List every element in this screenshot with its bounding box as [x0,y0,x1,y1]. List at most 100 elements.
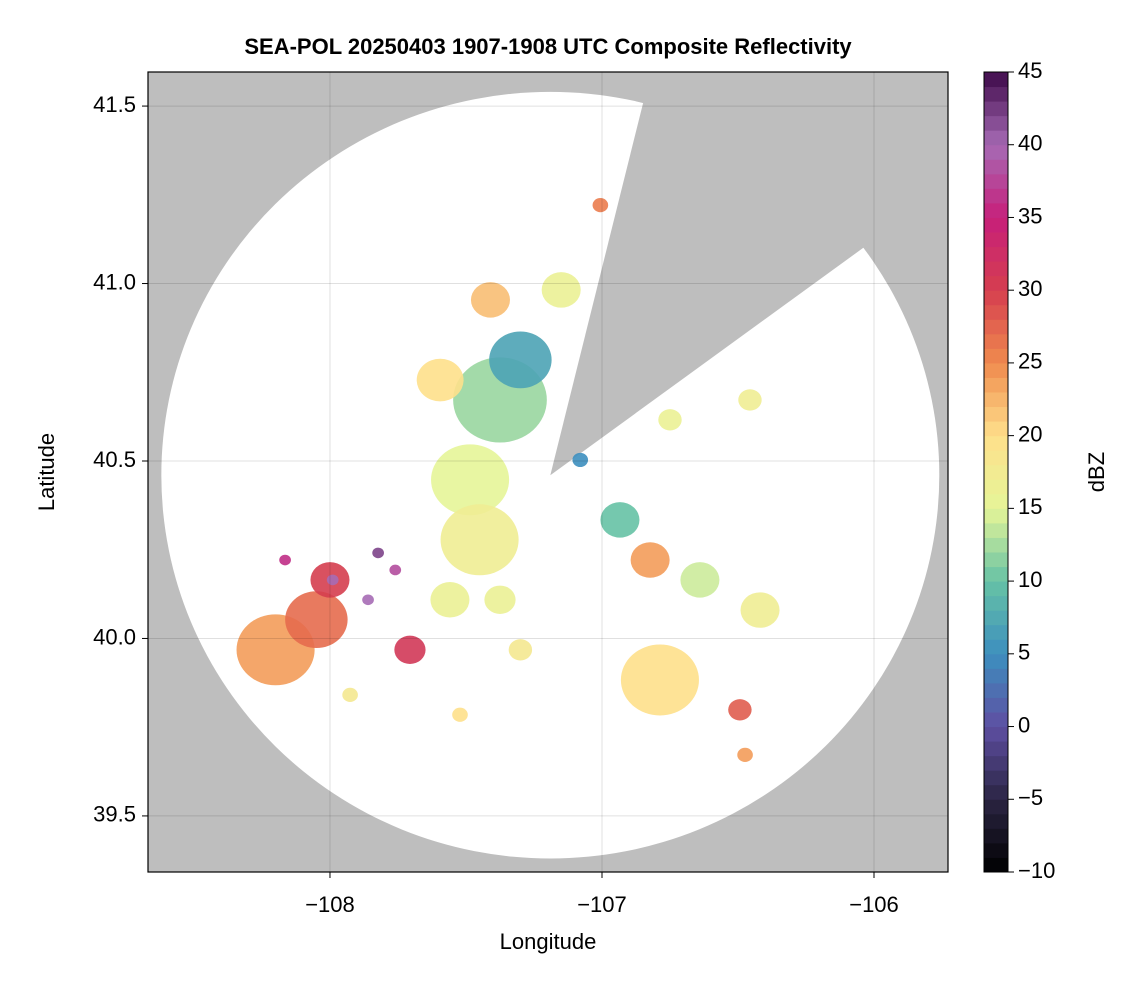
colorbar-swatch [984,130,1008,146]
colorbar-swatch [984,304,1008,320]
colorbar-swatch [984,799,1008,815]
echo [440,504,519,576]
colorbar-swatch [984,275,1008,291]
colorbar-swatch [984,290,1008,306]
colorbar-swatch [984,522,1008,538]
colorbar-swatch [984,173,1008,189]
echo [470,282,510,318]
echo [279,554,291,566]
map-area [148,72,948,872]
echo [452,707,468,722]
colorbar-swatch [984,668,1008,684]
colorbar-swatch [984,581,1008,597]
colorbar-swatch [984,842,1008,858]
colorbar-tick-label: 5 [1018,640,1030,665]
colorbar-swatch [984,624,1008,640]
x-tick-label: −106 [849,892,899,917]
echo [738,389,762,411]
x-tick-label: −107 [577,892,627,917]
colorbar-swatch [984,610,1008,626]
echo [394,635,426,665]
echo [541,272,581,308]
x-tick-label: −108 [305,892,355,917]
echo [630,542,670,578]
colorbar-swatch [984,712,1008,728]
colorbar-frame [983,71,1009,873]
x-axis-label: Longitude [500,929,597,954]
echo [728,699,752,721]
y-tick-label: 40.5 [93,447,136,472]
colorbar-swatch [984,246,1008,262]
echo [484,585,516,614]
colorbar-tick-label: 15 [1018,494,1042,519]
echo [658,409,682,431]
colorbar-swatch [984,726,1008,742]
echo [372,547,384,559]
echo [285,591,348,649]
axes: −108 −107 −106 39.5 40.0 40.5 41.0 41.5 −10 −5 0 5 1… [93,58,1055,917]
echo [416,358,464,402]
colorbar-tick-label: 40 [1018,131,1042,156]
colorbar-swatch [984,392,1008,408]
colorbar-swatch [984,217,1008,233]
colorbar-swatch [984,770,1008,786]
echo [342,687,358,702]
colorbar-swatch [984,828,1008,844]
colorbar-swatch [984,159,1008,175]
colorbar-swatch [984,464,1008,480]
echo [592,197,609,213]
echo [431,444,510,516]
colorbar-swatch [984,566,1008,582]
echo [680,562,720,598]
colorbar-swatch [984,319,1008,335]
echo [508,639,533,661]
echo [489,331,552,389]
colorbar-label: dBZ [1084,452,1109,492]
colorbar-swatch [984,813,1008,829]
colorbar-swatch [984,348,1008,364]
y-tick-label: 40.0 [93,624,136,649]
colorbar-swatch [984,72,1008,88]
colorbar-tick-label: 0 [1018,712,1030,737]
colorbar-swatch [984,435,1008,451]
colorbar-swatch [984,101,1008,117]
echo [326,574,339,586]
colorbar-swatch [984,202,1008,218]
colorbar-swatch [984,653,1008,669]
colorbar-swatch [984,188,1008,204]
colorbar-swatch [984,232,1008,248]
echo [572,452,589,468]
colorbar-tick-label: −10 [1018,858,1055,883]
colorbar-tick-label: 20 [1018,421,1042,446]
colorbar-swatch [984,479,1008,495]
echo [737,747,753,762]
y-axis-label: Latitude [34,433,59,511]
chart-title: SEA-POL 20250403 1907-1908 UTC Composite… [244,34,852,59]
colorbar-swatch [984,115,1008,131]
echo [620,644,699,716]
colorbar-swatch [984,362,1008,378]
colorbar-swatch [984,595,1008,611]
echo [430,582,470,618]
blocked-sector [550,72,948,476]
colorbar-swatch [984,552,1008,568]
y-tick-label: 39.5 [93,802,136,827]
colorbar-swatch [984,493,1008,509]
colorbar-tick-label: 25 [1018,349,1042,374]
colorbar-swatch [984,857,1008,873]
colorbar-swatch [984,741,1008,757]
colorbar-swatch [984,755,1008,771]
colorbar-tick-label: 30 [1018,276,1042,301]
colorbar-swatch [984,406,1008,422]
colorbar-tick-label: 10 [1018,567,1042,592]
colorbar-swatch [984,86,1008,102]
colorbar-swatch [984,421,1008,437]
plot-frame [147,71,949,873]
colorbar-swatch [984,784,1008,800]
colorbar-swatch [984,697,1008,713]
colorbar-tick-label: 35 [1018,203,1042,228]
colorbar-tick-label: 45 [1018,58,1042,83]
echo [362,594,374,606]
colorbar-swatch [984,537,1008,553]
